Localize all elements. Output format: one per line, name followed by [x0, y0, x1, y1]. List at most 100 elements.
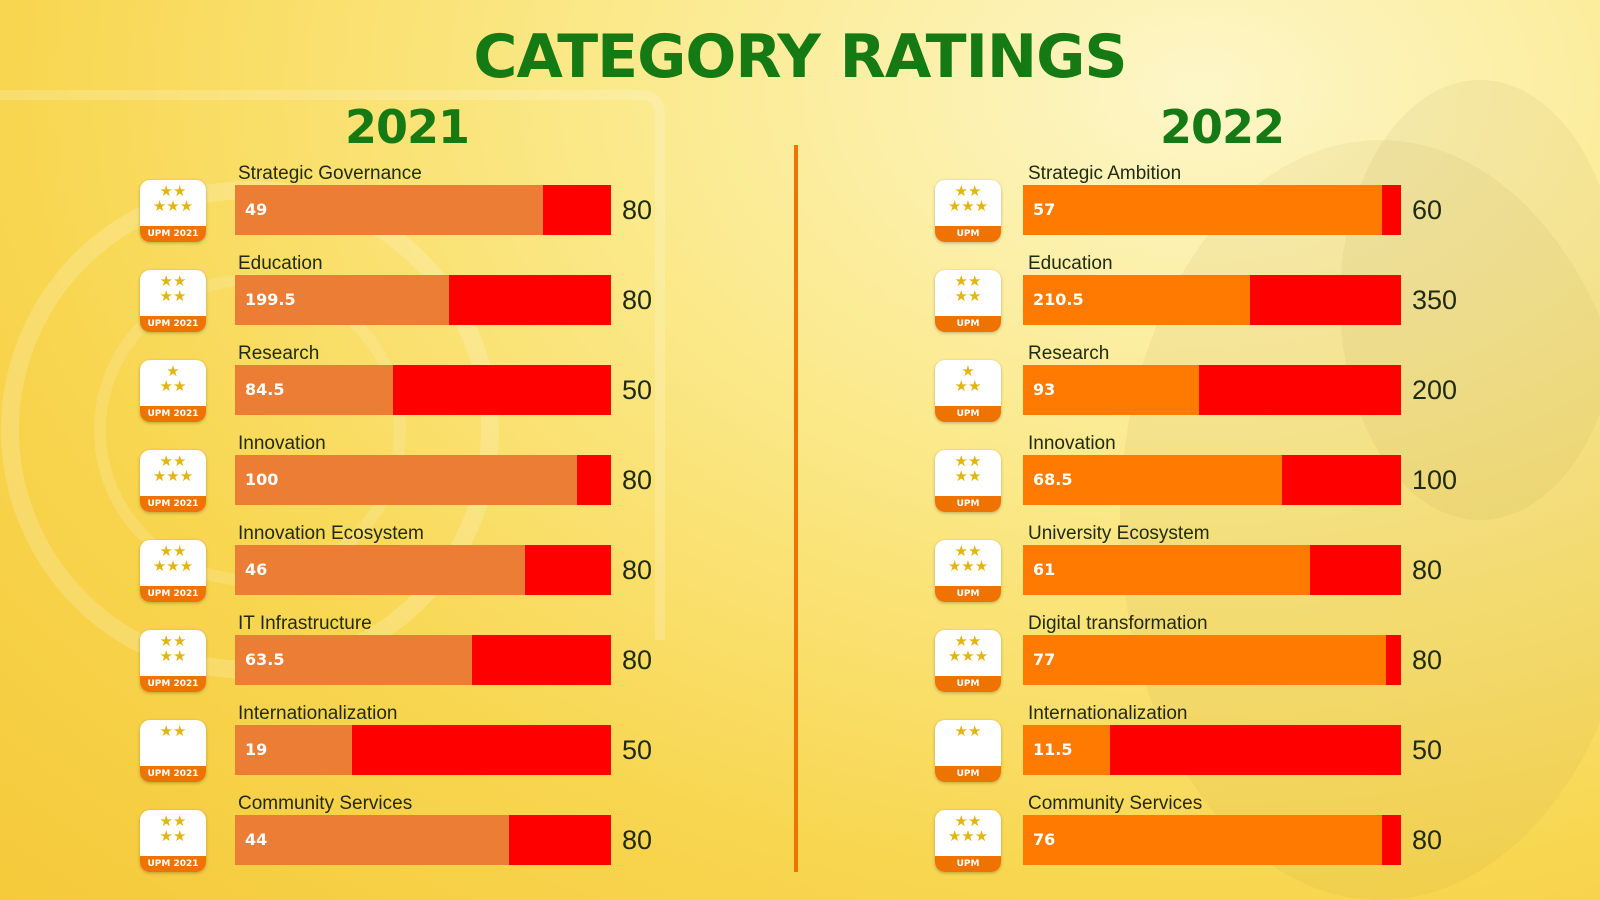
star-icon: ★ ★★ — [140, 364, 206, 394]
bar-value-label: 68.5 — [1033, 470, 1072, 489]
column-divider — [794, 145, 798, 872]
star-icon: ★★ ★★ — [140, 634, 206, 664]
badge-logo-text: UPM — [935, 856, 1001, 872]
bar-value-label: 77 — [1033, 650, 1055, 669]
bar-remainder: 11.5 — [1023, 725, 1401, 775]
category-label: Digital transformation — [1028, 613, 1208, 635]
star-icon: ★★ ★★★ — [935, 814, 1001, 844]
star-icon: ★★ ★★ — [140, 274, 206, 304]
bar-score-fill: 84.5 — [235, 365, 393, 415]
category-label: Internationalization — [1028, 703, 1188, 725]
badge-logo-text: UPM — [935, 676, 1001, 692]
star-icon: ★★ ★★ — [140, 814, 206, 844]
bar-score-fill: 11.5 — [1023, 725, 1110, 775]
bar-remainder: 77 — [1023, 635, 1401, 685]
star-rating-badge: ★★ ★★ UPM — [935, 270, 1001, 332]
bar-remainder: 100 — [235, 455, 611, 505]
bar-value-label: 11.5 — [1033, 740, 1072, 759]
star-icon: ★★ — [140, 724, 206, 739]
bar-value-label: 44 — [245, 830, 267, 849]
category-label: IT Infrastructure — [238, 613, 372, 635]
max-score-label: 80 — [1412, 555, 1442, 586]
badge-logo-text: UPM 2021 — [140, 406, 206, 422]
max-score-label: 60 — [1412, 195, 1442, 226]
star-rating-badge: ★★ ★★★ UPM 2021 — [140, 540, 206, 602]
bar-value-label: 46 — [245, 560, 267, 579]
category-label: Strategic Ambition — [1028, 163, 1181, 185]
bar-remainder: 76 — [1023, 815, 1401, 865]
bar-value-label: 100 — [245, 470, 278, 489]
max-score-label: 350 — [1412, 285, 1457, 316]
bar-score-fill: 49 — [235, 185, 543, 235]
bar-remainder: 49 — [235, 185, 611, 235]
bar-value-label: 84.5 — [245, 380, 284, 399]
badge-logo-text: UPM — [935, 226, 1001, 242]
category-label: Internationalization — [238, 703, 398, 725]
max-score-label: 80 — [622, 645, 652, 676]
bar-score-fill: 44 — [235, 815, 509, 865]
category-label: University Ecosystem — [1028, 523, 1210, 545]
bar-value-label: 63.5 — [245, 650, 284, 669]
max-score-label: 80 — [622, 285, 652, 316]
star-icon: ★★ ★★★ — [935, 184, 1001, 214]
category-label: Strategic Governance — [238, 163, 422, 185]
bar-value-label: 61 — [1033, 560, 1055, 579]
bar-remainder: 210.5 — [1023, 275, 1401, 325]
bar-remainder: 199.5 — [235, 275, 611, 325]
bar-value-label: 19 — [245, 740, 267, 759]
star-rating-badge: ★★ UPM 2021 — [140, 720, 206, 782]
badge-logo-text: UPM 2021 — [140, 676, 206, 692]
bar-value-label: 57 — [1033, 200, 1055, 219]
max-score-label: 50 — [622, 735, 652, 766]
bar-remainder: 84.5 — [235, 365, 611, 415]
star-rating-badge: ★★ ★★ UPM 2021 — [140, 270, 206, 332]
max-score-label: 80 — [622, 555, 652, 586]
category-label: Community Services — [1028, 793, 1202, 815]
star-rating-badge: ★★ ★★ UPM 2021 — [140, 630, 206, 692]
badge-logo-text: UPM 2021 — [140, 586, 206, 602]
bar-value-label: 93 — [1033, 380, 1055, 399]
star-rating-badge: ★★ ★★★ UPM 2021 — [140, 180, 206, 242]
bar-remainder: 57 — [1023, 185, 1401, 235]
star-icon: ★★ ★★ — [935, 274, 1001, 304]
star-rating-badge: ★ ★★ UPM 2021 — [140, 360, 206, 422]
category-label: Education — [238, 253, 323, 275]
star-rating-badge: ★★ ★★★ UPM 2021 — [140, 450, 206, 512]
category-label: Research — [1028, 343, 1109, 365]
bar-value-label: 76 — [1033, 830, 1055, 849]
year-2022-heading: 2022 — [1160, 100, 1284, 154]
bar-score-fill: 68.5 — [1023, 455, 1282, 505]
bar-score-fill: 100 — [235, 455, 577, 505]
bar-remainder: 61 — [1023, 545, 1401, 595]
bar-score-fill: 210.5 — [1023, 275, 1250, 325]
category-label: Innovation — [1028, 433, 1116, 455]
bar-score-fill: 19 — [235, 725, 352, 775]
bar-remainder: 93 — [1023, 365, 1401, 415]
category-label: Research — [238, 343, 319, 365]
bar-value-label: 49 — [245, 200, 267, 219]
bar-remainder: 68.5 — [1023, 455, 1401, 505]
bar-value-label: 199.5 — [245, 290, 296, 309]
badge-logo-text: UPM 2021 — [140, 316, 206, 332]
category-label: Innovation Ecosystem — [238, 523, 424, 545]
bar-score-fill: 77 — [1023, 635, 1386, 685]
star-icon: ★★ ★★ — [935, 454, 1001, 484]
badge-logo-text: UPM — [935, 406, 1001, 422]
max-score-label: 80 — [622, 465, 652, 496]
star-rating-badge: ★★ ★★★ UPM — [935, 810, 1001, 872]
bar-score-fill: 199.5 — [235, 275, 449, 325]
star-icon: ★★ ★★★ — [140, 184, 206, 214]
max-score-label: 50 — [622, 375, 652, 406]
star-rating-badge: ★★ ★★★ UPM — [935, 630, 1001, 692]
star-icon: ★★ ★★★ — [935, 634, 1001, 664]
star-icon: ★★ ★★★ — [140, 544, 206, 574]
bar-remainder: 46 — [235, 545, 611, 595]
star-rating-badge: ★★ ★★ UPM 2021 — [140, 810, 206, 872]
star-rating-badge: ★★ ★★ UPM — [935, 450, 1001, 512]
star-icon: ★★ — [935, 724, 1001, 739]
badge-logo-text: UPM 2021 — [140, 856, 206, 872]
star-icon: ★ ★★ — [935, 364, 1001, 394]
badge-logo-text: UPM 2021 — [140, 496, 206, 512]
bar-score-fill: 76 — [1023, 815, 1382, 865]
badge-logo-text: UPM 2021 — [140, 766, 206, 782]
